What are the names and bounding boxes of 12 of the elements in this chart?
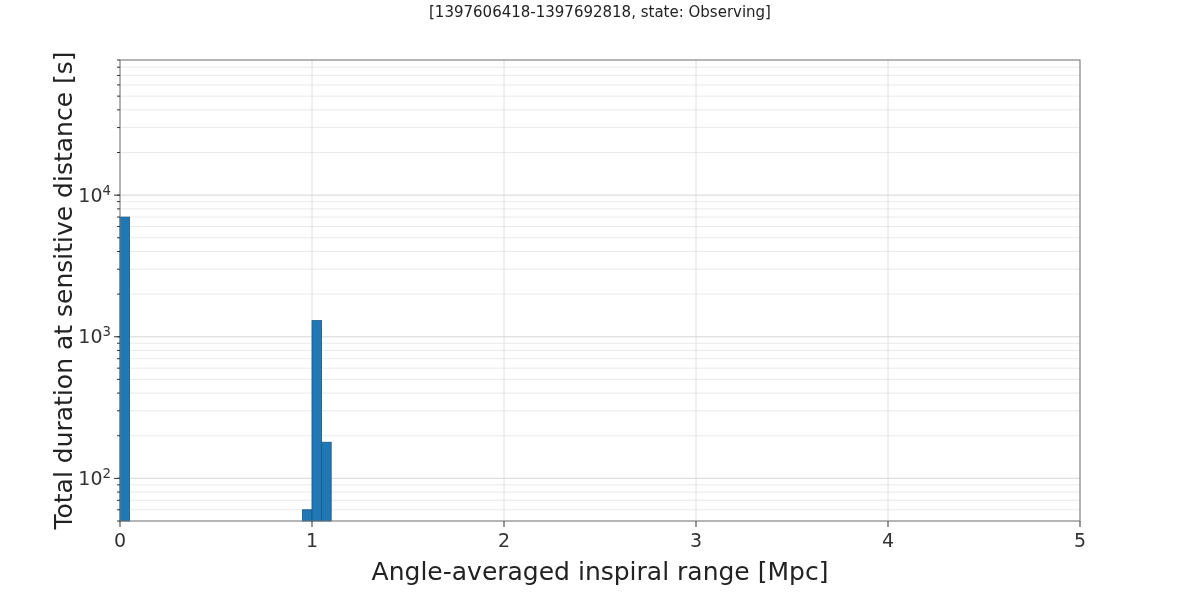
x-tick-label: 0 [113, 529, 127, 551]
x-tick-label: 3 [689, 529, 703, 551]
chart-title: [1397606418-1397692818, state: Observing] [429, 3, 771, 21]
y-tick-label: 10$^{2}$ [78, 465, 111, 490]
x-tick-label: 2 [497, 529, 511, 551]
y-tick-label: 10$^{4}$ [78, 182, 111, 206]
x-tick-label: 5 [1073, 529, 1087, 551]
x-tick-label: 4 [881, 529, 895, 551]
y-tick-label: 10$^{3}$ [78, 323, 111, 348]
x-tick-label: 1 [305, 529, 319, 551]
x-axis-title: Angle-averaged inspiral range [Mpc] [371, 557, 829, 586]
y-axis-title: Total duration at sensitive distance [s] [49, 51, 78, 531]
